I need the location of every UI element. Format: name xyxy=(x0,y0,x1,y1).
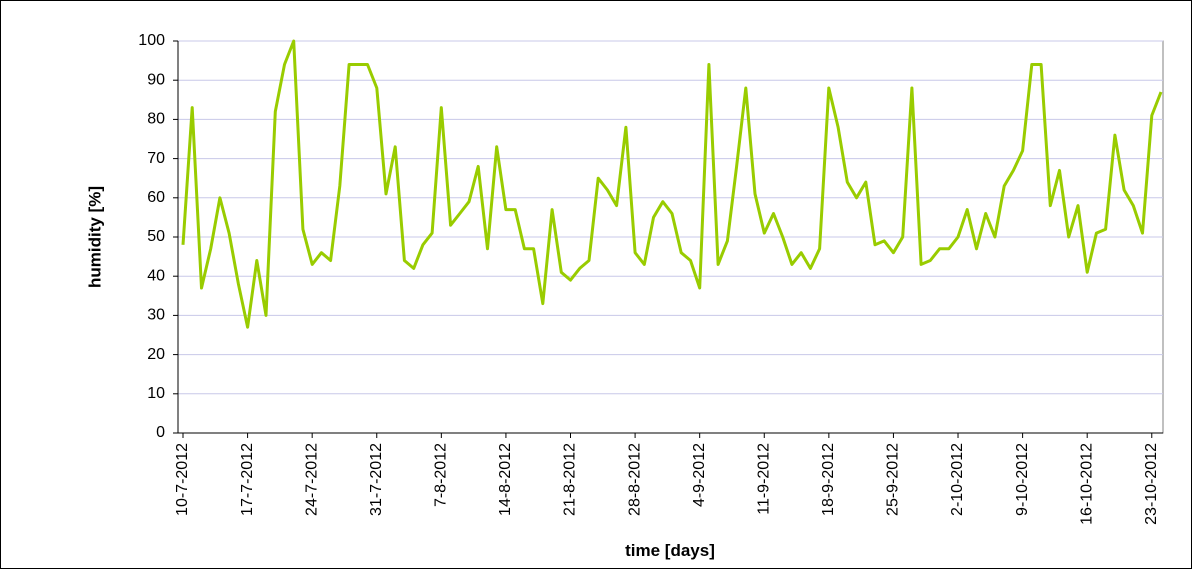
x-tick-label: 10-7-2012 xyxy=(174,443,191,516)
y-tick-label: 10 xyxy=(147,385,165,402)
x-tick-label: 9-10-2012 xyxy=(1014,443,1031,516)
data-line xyxy=(181,39,1163,329)
y-tick-label: 60 xyxy=(147,189,165,206)
y-tick-label: 30 xyxy=(147,307,165,324)
x-tick-label: 14-8-2012 xyxy=(497,443,514,516)
y-tick-label: 80 xyxy=(147,111,165,128)
y-tick-label: 40 xyxy=(147,267,165,284)
y-tick-label: 70 xyxy=(147,150,165,167)
x-tick-label: 24-7-2012 xyxy=(303,443,320,516)
x-tick-label: 28-8-2012 xyxy=(626,443,643,516)
x-tick-label: 2-10-2012 xyxy=(949,443,966,516)
x-tick-label: 4-9-2012 xyxy=(691,443,708,507)
x-axis-label: time [days] xyxy=(625,541,715,560)
y-tick-label: 50 xyxy=(147,228,165,245)
y-tick-label: 0 xyxy=(156,424,165,441)
x-tick-label: 21-8-2012 xyxy=(562,443,579,516)
x-tick-label: 18-9-2012 xyxy=(820,443,837,516)
x-tick-label: 23-10-2012 xyxy=(1143,443,1160,525)
x-tick-label: 16-10-2012 xyxy=(1078,443,1095,525)
x-tick-label: 7-8-2012 xyxy=(433,443,450,507)
x-tick-label: 25-9-2012 xyxy=(885,443,902,516)
y-axis-label: humidity [%] xyxy=(85,186,104,288)
x-tick-label: 17-7-2012 xyxy=(239,443,256,516)
x-tick-label: 31-7-2012 xyxy=(368,443,385,516)
y-tick-label: 90 xyxy=(147,71,165,88)
y-tick-label: 100 xyxy=(138,32,165,49)
y-tick-label: 20 xyxy=(147,346,165,363)
x-tick-label: 11-9-2012 xyxy=(755,443,772,515)
